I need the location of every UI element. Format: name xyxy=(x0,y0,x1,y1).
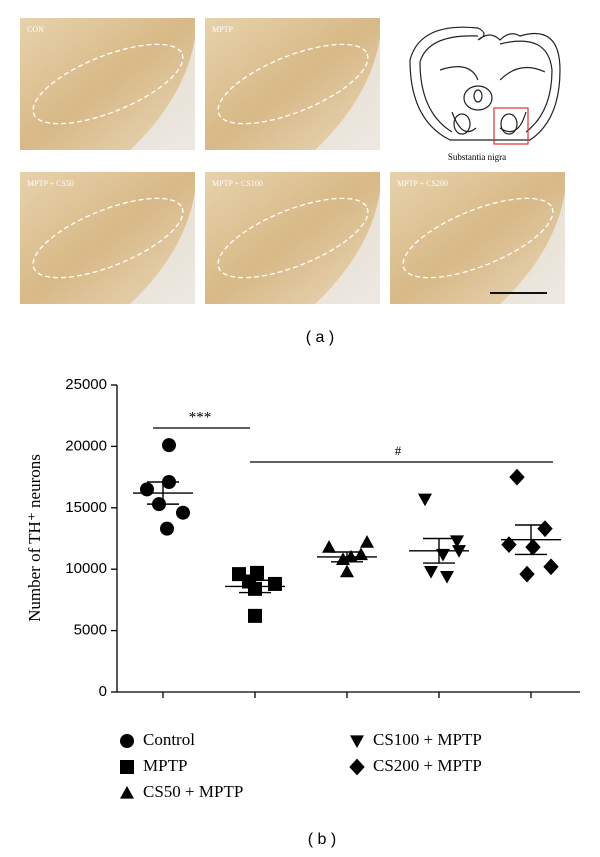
legend-marker xyxy=(350,735,364,748)
y-tick-label: 5000 xyxy=(74,622,107,639)
marker xyxy=(360,535,374,548)
marker xyxy=(525,538,541,556)
marker xyxy=(176,505,190,520)
panel-label: ( b ) xyxy=(308,831,336,848)
y-tick-label: 10000 xyxy=(65,560,107,577)
y-tick-label: 20000 xyxy=(65,437,107,454)
tissue-edge xyxy=(315,192,380,304)
marker xyxy=(268,576,282,591)
legend-label: MPTP xyxy=(143,756,187,775)
marker xyxy=(354,547,368,561)
error-bar xyxy=(331,551,363,563)
micrographs: CON MPTP MPTP + CS50 MPTP + CS100 MPTP + CS2… xyxy=(20,18,565,304)
tissue-edge xyxy=(130,192,195,304)
error-bar xyxy=(515,524,547,556)
roi-outline xyxy=(32,43,184,125)
tissue-edge xyxy=(315,38,380,150)
significance-label: # xyxy=(395,443,402,458)
marker xyxy=(248,608,262,623)
y-axis-label: Number of TH⁺ neurons xyxy=(25,454,44,622)
legend-marker xyxy=(120,786,134,799)
marker xyxy=(543,558,559,576)
y-tick-label: 15000 xyxy=(65,499,107,516)
plot: 0 5000 10000 15000 20000 25000 Control MPTP CS50… xyxy=(65,376,580,801)
tissue-edge xyxy=(130,38,195,150)
error-bar xyxy=(423,537,455,564)
roi-outline xyxy=(32,197,184,279)
image-label: MPTP + CS50 xyxy=(27,179,74,188)
marker xyxy=(340,564,354,578)
marker xyxy=(509,468,525,486)
significance-label: *** xyxy=(189,409,212,425)
error-bar xyxy=(147,481,179,505)
marker xyxy=(501,536,517,554)
error-bar xyxy=(239,579,271,594)
image-label: CON xyxy=(27,25,44,34)
marker xyxy=(519,565,535,583)
legend-label: CS200 + MPTP xyxy=(373,756,482,775)
marker xyxy=(537,520,553,538)
marker xyxy=(418,493,432,507)
tissue-edge xyxy=(500,192,565,304)
legend-label: CS50 + MPTP xyxy=(143,782,243,801)
y-tick-label: 0 xyxy=(99,683,107,700)
image-label: MPTP xyxy=(212,25,233,34)
marker xyxy=(140,482,154,497)
brain-diagram xyxy=(390,18,565,150)
marker xyxy=(322,540,336,553)
legend-label: CS100 + MPTP xyxy=(373,730,482,749)
marker xyxy=(440,570,454,584)
roi-outline xyxy=(402,197,554,279)
roi-outline xyxy=(217,197,369,279)
y-tick-label: 25000 xyxy=(65,376,107,393)
legend-marker xyxy=(120,760,134,774)
diagram-label: Substantia nigra xyxy=(448,152,506,162)
roi-outline xyxy=(217,43,369,125)
image-label: MPTP + CS100 xyxy=(212,179,263,188)
marker xyxy=(242,574,256,589)
marker xyxy=(424,566,438,579)
legend-label: Control xyxy=(143,730,195,749)
marker xyxy=(160,521,174,536)
marker xyxy=(162,438,176,453)
legend-marker xyxy=(120,734,134,748)
legend-marker xyxy=(349,758,365,776)
image-label: MPTP + CS200 xyxy=(397,179,448,188)
panel-label: ( a ) xyxy=(306,329,334,346)
